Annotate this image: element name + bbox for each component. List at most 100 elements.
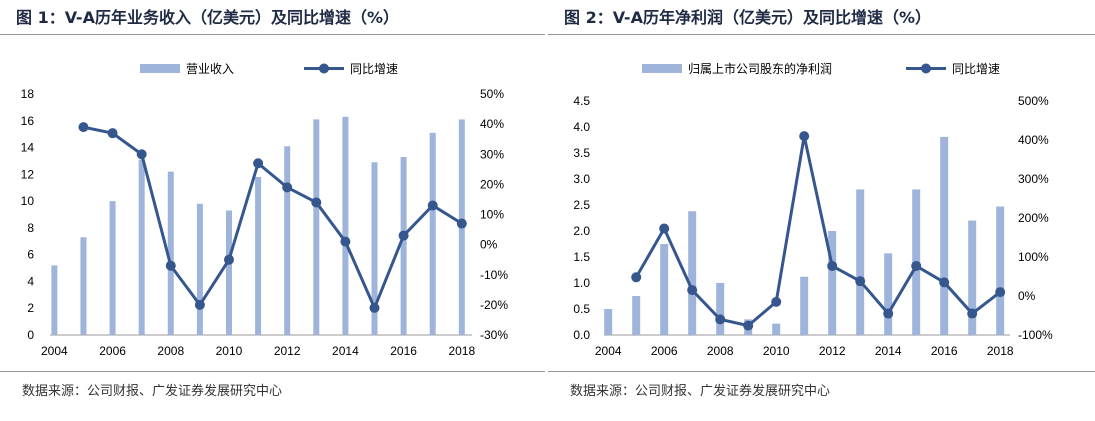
left-axis-tick-label: 10 [21, 194, 35, 208]
bar-2013 [856, 189, 865, 335]
legend-bar-label: 归属上市公司股东的净利润 [688, 61, 832, 76]
right-axis-tick-label: -100% [1018, 328, 1053, 342]
right-axis-tick-label: 0% [480, 238, 498, 252]
right-axis-tick-label: 0% [1018, 289, 1036, 303]
growth-point-2008 [165, 260, 176, 271]
growth-point-2009 [743, 320, 754, 331]
x-axis-tick-label: 2008 [707, 344, 734, 358]
source-divider [548, 371, 1095, 372]
growth-point-2017 [967, 308, 978, 319]
left-axis-tick-label: 4.0 [573, 120, 590, 134]
right-axis-tick-label: 30% [480, 147, 504, 161]
left-axis-tick-label: 2.5 [573, 198, 590, 212]
left-axis-tick-label: 0.5 [573, 302, 590, 316]
title-divider [0, 34, 545, 35]
bar-2011 [800, 276, 809, 335]
title-divider [548, 34, 1095, 35]
left-axis-tick-label: 0.0 [573, 328, 590, 342]
x-axis-tick-label: 2004 [41, 344, 68, 358]
bar-2009 [196, 203, 203, 335]
bar-2007 [688, 211, 697, 335]
left-axis-tick-label: 18 [21, 87, 35, 101]
source-note: 数据来源：公司财报、广发证券发展研究中心 [22, 384, 283, 399]
growth-point-2018 [456, 218, 467, 229]
right-axis-tick-label: 10% [480, 208, 504, 222]
growth-point-2014 [340, 236, 351, 247]
bar-2013 [313, 119, 320, 335]
x-axis-tick-label: 2010 [216, 344, 243, 358]
bar-2016 [940, 136, 949, 335]
left-axis-tick-label: 4 [27, 274, 34, 288]
growth-point-2010 [223, 254, 234, 265]
growth-point-2005 [78, 122, 89, 133]
x-axis-tick-label: 2010 [763, 344, 790, 358]
right-axis-tick-label: 20% [480, 177, 504, 191]
right-axis-tick-label: 100% [1018, 250, 1049, 264]
source-divider [0, 371, 545, 372]
legend-line-marker [319, 63, 329, 74]
chart-panel-right: 图 2：V-A历年净利润（亿美元）及同比增速（%） 0.0 0.5 1.0 1.5 2.… [548, 0, 1095, 421]
growth-point-2007 [687, 285, 698, 296]
bar-2014 [884, 253, 893, 335]
x-axis-tick-label: 2018 [448, 344, 475, 358]
bar-2004 [604, 309, 613, 335]
x-axis-tick-label: 2016 [931, 344, 958, 358]
growth-point-2011 [799, 131, 810, 142]
right-axis-tick-label: -10% [480, 268, 508, 282]
revenue-chart: 0 2 4 6 8 10 12 14 16 18 -30% -20% -10% 0% 10% 20% 30% 40… [21, 62, 509, 358]
bar-2004 [51, 265, 58, 335]
right-axis-tick-label: 50% [480, 87, 504, 101]
legend-bar-label: 营业收入 [186, 62, 234, 76]
legend-bar-swatch [140, 64, 180, 73]
bar-2008 [167, 171, 174, 335]
bar-2008 [716, 283, 725, 335]
left-axis-tick-label: 0 [27, 328, 34, 342]
bar-2018 [996, 206, 1005, 335]
growth-point-2017 [427, 200, 438, 211]
right-axis-tick-label: 400% [1018, 133, 1049, 147]
bar-2005 [632, 296, 641, 335]
x-axis-tick-label: 2006 [651, 344, 678, 358]
growth-point-2006 [107, 128, 118, 139]
right-axis-tick-label: -30% [480, 328, 508, 342]
left-axis-tick-label: 2.0 [573, 224, 590, 238]
growth-point-2012 [827, 260, 838, 271]
growth-point-2018 [995, 287, 1006, 298]
chart-panel-left: 图 1：V-A历年业务收入（亿美元）及同比增速（%） 0 2 4 6 8 10 12 14 16… [0, 0, 545, 421]
bar-2014 [342, 116, 349, 335]
left-axis-tick-label: 2 [27, 301, 34, 315]
bar-2011 [255, 177, 262, 335]
growth-point-2008 [715, 314, 726, 325]
x-axis-tick-label: 2016 [390, 344, 417, 358]
growth-point-2016 [939, 277, 950, 288]
bar-2007 [138, 159, 145, 335]
legend-bar-swatch [642, 64, 682, 73]
growth-point-2015 [911, 260, 922, 271]
growth-point-2016 [398, 230, 409, 241]
bar-2015 [371, 162, 378, 335]
left-axis-tick-label: 1.5 [573, 250, 590, 264]
bar-2005 [80, 237, 87, 335]
right-axis-tick-label: -20% [480, 298, 508, 312]
right-axis-tick-label: 500% [1018, 94, 1049, 108]
bar-2012 [828, 231, 837, 335]
right-axis-tick-label: 200% [1018, 211, 1049, 225]
x-axis-tick-label: 2012 [274, 344, 301, 358]
bar-2010 [225, 210, 232, 335]
bar-2006 [109, 201, 116, 335]
bar-2017 [429, 132, 436, 335]
growth-line [83, 125, 463, 312]
bar-2012 [284, 146, 291, 335]
figure-title: 图 2：V-A历年净利润（亿美元）及同比增速（%） [564, 8, 931, 27]
growth-point-2014 [883, 308, 894, 319]
legend-line-marker [921, 63, 931, 74]
growth-point-2005 [631, 272, 642, 283]
right-axis-tick-label: 40% [480, 117, 504, 131]
bar-2016 [400, 156, 407, 335]
left-axis-tick-label: 14 [21, 141, 35, 155]
right-axis-tick-label: 300% [1018, 172, 1049, 186]
bar-2010 [772, 323, 781, 335]
x-axis-tick-label: 2008 [157, 344, 184, 358]
legend-line-label: 同比增速 [952, 62, 1000, 76]
left-axis-tick-label: 4.5 [573, 94, 590, 108]
